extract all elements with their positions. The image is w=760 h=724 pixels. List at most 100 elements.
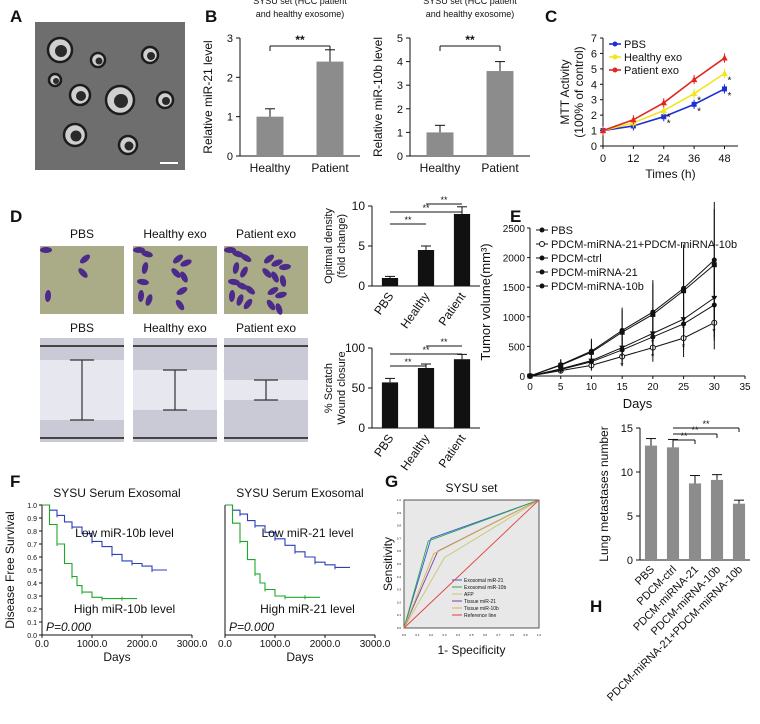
x-tick-label: 0 <box>600 153 606 165</box>
significance-star: * <box>651 352 655 362</box>
y-tick-label: 1 <box>591 126 597 138</box>
legend-label: PDCM-ctrl <box>551 253 602 265</box>
x-tick-label: 0.0 <box>35 639 49 650</box>
legend-label: PDCM-miRNA-21 <box>551 267 638 279</box>
x-tick-label: 48 <box>718 153 730 165</box>
marker <box>527 373 533 379</box>
y-axis-label: Relative miR-10b level <box>371 37 385 157</box>
roc-curve <box>403 499 540 629</box>
stained-cell <box>137 278 149 286</box>
y-tick-label: 10 <box>621 467 633 479</box>
y-tick-label: 6 <box>591 48 597 60</box>
y-tick-label: 0 <box>397 151 403 163</box>
annotation: High miR-21 level <box>260 602 355 616</box>
marker <box>681 321 687 327</box>
stained-cell <box>240 253 252 263</box>
bar <box>732 503 746 560</box>
panel-letter-b: B <box>205 7 217 26</box>
marker <box>721 69 728 76</box>
x-tick-label: 0.1 <box>415 633 420 637</box>
x-tick-label: 5 <box>558 382 564 393</box>
y-tick-label: 2 <box>227 72 233 84</box>
stained-cell <box>79 254 91 264</box>
x-tick-label: 12 <box>627 153 639 165</box>
y-tick-label: 0.0 <box>27 633 37 640</box>
marker <box>660 107 667 114</box>
x-tick-label: 10 <box>586 382 598 393</box>
significance-label: ** <box>404 215 412 225</box>
y-tick-label: 100 <box>345 341 365 355</box>
y-tick-label: 7 <box>591 33 597 45</box>
y-tick-label: 1500 <box>503 283 526 294</box>
y-tick-label: 0.1 <box>27 620 37 627</box>
bar <box>644 445 658 560</box>
significance-star: * <box>697 106 701 117</box>
panel-letter-h: H <box>590 597 602 616</box>
y-tick-label: 0.7 <box>27 542 37 549</box>
panel-d-images <box>40 246 308 442</box>
legend-marker <box>539 283 545 289</box>
roc-curve <box>403 499 540 629</box>
x-tick-label: 30 <box>709 382 721 393</box>
legend-label: Exosomal miR-10b <box>464 585 506 591</box>
chart-c <box>599 37 738 149</box>
stained-cell <box>145 294 153 306</box>
image-caption: Patient exo <box>236 321 296 335</box>
significance-label: ** <box>680 431 688 441</box>
significance-star: * <box>651 337 655 347</box>
vesicle-core <box>147 52 155 60</box>
x-axis-label: Days <box>623 396 653 411</box>
marker <box>558 366 564 372</box>
y-tick-label: 5 <box>627 511 633 523</box>
bar <box>381 278 399 286</box>
legend-marker <box>539 269 545 275</box>
x-tick-label: Healthy <box>398 432 433 473</box>
bar <box>710 479 724 560</box>
significance-label: ** <box>691 425 699 435</box>
y-tick-label: 0.3 <box>27 594 37 601</box>
legend-marker <box>612 54 618 60</box>
x-tick-label: 0.3 <box>442 633 447 637</box>
y-tick-label: 0.8 <box>397 524 402 528</box>
bar <box>486 71 514 156</box>
legend-marker <box>539 227 545 233</box>
marker <box>711 302 717 308</box>
bar <box>417 368 435 428</box>
legend-label: PBS <box>551 225 573 237</box>
chart-title: SYSU Serum Exosomal <box>53 486 180 500</box>
chart-title: SYSU Serum Exosomal <box>236 486 363 500</box>
legend-label: Healthy exo <box>624 52 682 64</box>
km-curve <box>42 504 137 600</box>
y-tick-label: 4 <box>397 57 403 69</box>
stained-cell <box>175 299 185 311</box>
significance-label: ** <box>422 203 430 213</box>
marker <box>588 359 594 365</box>
y-axis-label: Opitmal density <box>323 208 335 284</box>
bar <box>426 132 454 156</box>
x-tick-label: 3000.0 <box>177 639 208 650</box>
chart-title: and healthy exosome) <box>256 9 345 19</box>
vesicle-core <box>76 91 86 101</box>
marker <box>691 101 697 107</box>
x-tick-label: Healthy <box>398 290 433 331</box>
y-tick-label: 0 <box>358 421 365 435</box>
stained-cell <box>279 275 287 287</box>
x-tick-label: Healthy <box>250 161 291 175</box>
chart-title: SYSU set <box>445 481 498 495</box>
significance-star: * <box>712 327 716 337</box>
x-tick-label: 0.4 <box>456 633 461 637</box>
x-tick-label: 1.0 <box>537 633 542 637</box>
p-value: P=0.000 <box>229 620 274 634</box>
marker <box>690 90 698 97</box>
significance-star: * <box>667 113 671 124</box>
x-tick-label: Patient <box>436 431 469 470</box>
chart-d2 <box>368 345 480 429</box>
panel-letter-d: D <box>10 207 22 226</box>
chart-title: SYSU set (HCC patient <box>253 0 347 6</box>
y-axis-label: % Scratch <box>323 363 335 413</box>
y-tick-label: 0 <box>627 555 633 567</box>
marker <box>661 114 667 120</box>
legend-label: Tissue miR-10b <box>464 606 499 612</box>
image-caption: PBS <box>70 227 94 241</box>
